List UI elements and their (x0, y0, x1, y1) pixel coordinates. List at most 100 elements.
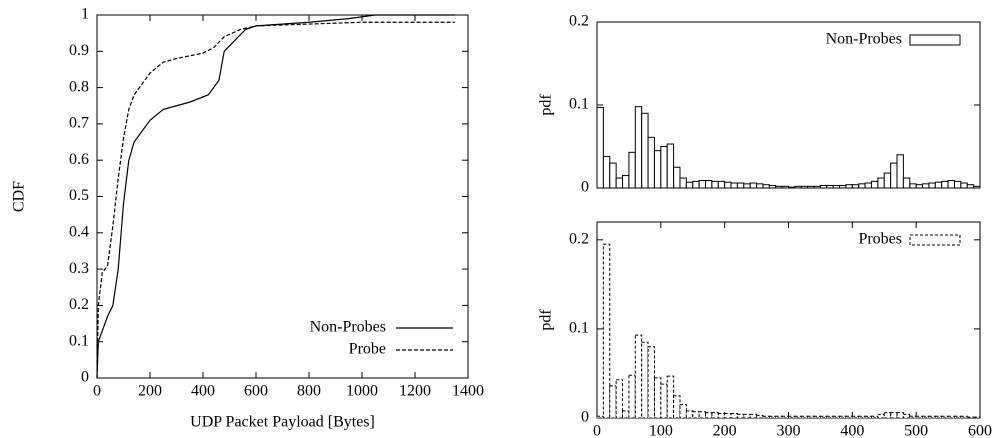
bar (628, 374, 636, 419)
bar (794, 185, 802, 189)
bar (877, 177, 885, 189)
bar (781, 415, 789, 419)
bar (941, 180, 949, 189)
y-tick-label: 0.2 (69, 296, 89, 313)
bar (915, 184, 924, 189)
y-tick-label: 0.3 (69, 260, 89, 277)
bar (736, 413, 745, 419)
bar (966, 416, 975, 419)
y-tick-label: 0.4 (69, 223, 89, 240)
bar (653, 150, 662, 189)
bar (724, 413, 732, 419)
bar (915, 415, 924, 419)
bar (768, 185, 777, 189)
y-tick-label: 0.6 (69, 151, 89, 168)
cdf-line (96, 14, 455, 379)
legend-swatch (909, 34, 961, 46)
y-tick-label: 0.8 (69, 78, 89, 95)
bar (960, 415, 968, 419)
bar (870, 180, 879, 189)
bar (922, 415, 930, 419)
bar (794, 415, 802, 419)
bar (768, 415, 777, 419)
y-tick-label: 0.5 (69, 187, 89, 204)
bar (858, 415, 866, 419)
bar (705, 180, 713, 189)
bar (902, 177, 911, 189)
x-tick-label: 600 (244, 383, 268, 400)
bar (641, 112, 649, 189)
bar (685, 410, 694, 419)
bar (953, 180, 962, 189)
bar (647, 136, 655, 189)
y-tick-label: 0 (581, 409, 589, 426)
bar (819, 185, 828, 189)
bar (679, 177, 687, 189)
bar (711, 180, 719, 189)
bar (947, 180, 955, 189)
bar (743, 183, 751, 189)
bar (724, 181, 732, 189)
y-axis-label: pdf (538, 309, 555, 331)
bar (717, 413, 726, 419)
bar (749, 413, 758, 419)
bar (832, 415, 841, 419)
plot-frame (96, 14, 469, 379)
bar (666, 375, 675, 419)
x-tick-label: 500 (904, 423, 928, 438)
bar (615, 379, 624, 419)
bar (685, 181, 694, 189)
bar (660, 146, 668, 189)
bar (960, 182, 968, 189)
bar (775, 185, 783, 189)
bar (845, 184, 853, 189)
legend-label: Probe (349, 341, 386, 358)
bar (788, 415, 796, 419)
x-tick-label: 100 (649, 423, 673, 438)
bar (673, 395, 681, 419)
bar (653, 377, 662, 419)
bar (890, 162, 898, 189)
bar (609, 162, 617, 189)
x-tick-label: 200 (138, 383, 162, 400)
y-tick-label: 0.9 (69, 42, 89, 59)
bar (775, 415, 783, 419)
bar (883, 172, 892, 189)
bar (864, 415, 872, 419)
bar (762, 184, 770, 189)
y-tick-label: 0.2 (569, 13, 589, 30)
bar (705, 412, 713, 419)
x-tick-label: 0 (93, 383, 101, 400)
bar (698, 180, 707, 189)
bar (615, 177, 624, 189)
bar (883, 412, 892, 419)
bar (845, 415, 853, 419)
bar (877, 413, 885, 419)
x-axis-label: UDP Packet Payload [Bytes] (190, 414, 375, 431)
bar (909, 415, 917, 419)
bar (839, 415, 847, 419)
x-tick-label: 400 (840, 423, 864, 438)
bar (941, 415, 949, 419)
x-tick-label: 1000 (346, 383, 378, 400)
bar (819, 415, 828, 419)
bar (864, 182, 872, 189)
bar (928, 415, 936, 419)
legend-swatch (909, 234, 961, 246)
bar (896, 154, 904, 189)
bar (870, 415, 879, 419)
bar (800, 185, 809, 189)
bar (698, 411, 707, 419)
bar (928, 182, 936, 189)
bar (743, 413, 751, 419)
y-tick-label: 0 (581, 179, 589, 196)
bar (596, 415, 604, 419)
bar (973, 185, 981, 189)
bar (692, 411, 700, 419)
y-tick-label: 0.1 (569, 320, 589, 337)
x-tick-label: 800 (297, 383, 321, 400)
legend-label: Non-Probes (826, 31, 902, 48)
bar (858, 183, 866, 189)
legend-label: Probes (858, 231, 902, 248)
